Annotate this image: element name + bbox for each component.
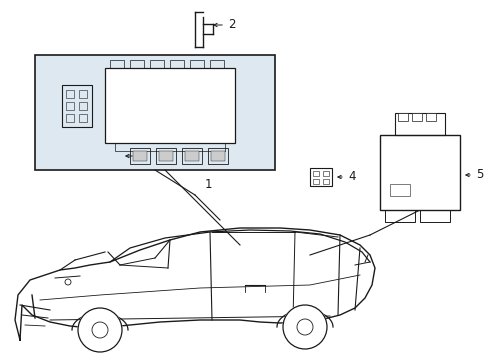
Bar: [379, 135, 459, 210]
Bar: [419, 210, 449, 222]
Bar: [309, 168, 331, 186]
Bar: [190, 60, 203, 68]
Bar: [62, 85, 92, 127]
Bar: [79, 102, 87, 110]
Text: 2: 2: [227, 18, 235, 31]
Bar: [79, 114, 87, 122]
Bar: [384, 210, 414, 222]
Bar: [182, 148, 202, 164]
Bar: [323, 179, 328, 184]
Bar: [66, 90, 74, 98]
Bar: [130, 148, 150, 164]
Bar: [323, 171, 328, 176]
Text: 1: 1: [204, 179, 212, 192]
Bar: [312, 179, 318, 184]
Bar: [411, 113, 421, 121]
Bar: [209, 60, 224, 68]
Bar: [150, 60, 163, 68]
Bar: [159, 151, 173, 161]
Bar: [394, 113, 444, 135]
Bar: [133, 151, 147, 161]
Bar: [170, 60, 183, 68]
Bar: [66, 114, 74, 122]
Text: 5: 5: [475, 168, 482, 181]
Bar: [425, 113, 435, 121]
Circle shape: [78, 308, 122, 352]
Bar: [184, 151, 199, 161]
Bar: [115, 143, 224, 151]
Bar: [130, 60, 143, 68]
Bar: [210, 151, 224, 161]
Bar: [35, 55, 274, 170]
Text: 4: 4: [347, 171, 355, 184]
Bar: [207, 148, 227, 164]
Bar: [397, 113, 407, 121]
Bar: [389, 184, 409, 196]
Bar: [105, 68, 235, 143]
Bar: [66, 102, 74, 110]
Text: 3: 3: [138, 149, 145, 162]
Bar: [312, 171, 318, 176]
Bar: [110, 60, 124, 68]
Circle shape: [283, 305, 326, 349]
Bar: [156, 148, 176, 164]
Bar: [79, 90, 87, 98]
